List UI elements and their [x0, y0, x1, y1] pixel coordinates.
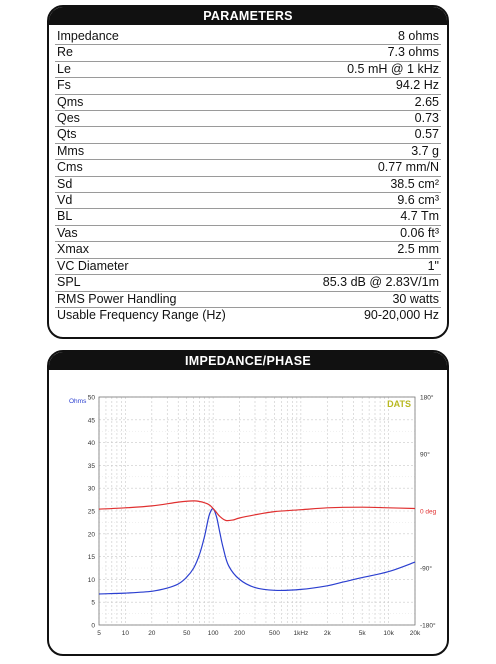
parameter-value: 2.5 mm [282, 241, 441, 259]
y-left-tick-label: 15 [88, 554, 96, 561]
parameter-label: Sd [55, 176, 283, 194]
parameter-label: Qms [55, 94, 283, 112]
parameter-label: RMS Power Handling [55, 291, 283, 308]
parameter-label: Vas [55, 225, 283, 243]
parameter-label: VC Diameter [55, 258, 283, 276]
x-tick-label: 20k [410, 630, 421, 637]
impedance-phase-title: IMPEDANCE/PHASE [49, 352, 447, 370]
parameter-value: 94.2 Hz [282, 77, 441, 95]
parameter-row: Vd 9.6 cm³ [55, 192, 441, 210]
x-tick-label: 1kHz [293, 630, 308, 637]
parameter-value: 90-20,000 Hz [363, 307, 439, 322]
plot-frame [98, 396, 416, 626]
x-tick-label: 100 [208, 630, 219, 637]
parameter-row: Xmax 2.5 mm [55, 241, 441, 259]
parameter-label: Mms [55, 143, 283, 161]
parameter-row: Qms 2.65 [55, 94, 441, 112]
parameter-label: Qts [55, 126, 283, 144]
parameter-row: Re 7.3 ohms [55, 44, 441, 62]
parameter-label: Cms [55, 159, 283, 177]
impedance-phase-panel: IMPEDANCE/PHASE 0 5 10 15 20 25 30 35 40 45 50 Ohms… [47, 350, 449, 656]
parameter-value: 0.77 mm/N [282, 159, 441, 177]
y-left-axis-label: Ohms [69, 398, 87, 405]
x-tick-label: 50 [183, 630, 191, 637]
y-right-tick-label: 90° [420, 451, 430, 459]
parameter-value: 0.5 mH @ 1 kHz [282, 61, 441, 79]
y-left-tick-label: 25 [88, 509, 96, 516]
parameter-value: 0.57 [282, 126, 441, 144]
parameter-label: Fs [55, 77, 283, 95]
y-right-tick-label: -180° [420, 622, 436, 630]
phase-curve [98, 500, 416, 522]
parameter-label: Vd [55, 192, 283, 210]
parameter-value: 85.3 dB @ 2.83V/1m [282, 274, 441, 292]
x-tick-label: 5 [97, 630, 101, 637]
x-tick-label: 200 [234, 630, 245, 637]
parameters-panel: PARAMETERS Impedance 8 ohms Re 7.3 ohms Le 0.… [47, 5, 449, 339]
x-tick-label: 500 [269, 630, 280, 637]
parameter-label: Xmax [55, 241, 283, 259]
parameter-label: Usable Frequency Range (Hz) [57, 307, 226, 322]
parameter-value: 9.6 cm³ [282, 192, 441, 210]
parameter-row: Fs 94.2 Hz [55, 77, 441, 95]
x-tick-label: 10k [383, 630, 394, 637]
parameter-row: Cms 0.77 mm/N [55, 159, 441, 177]
parameter-row: Qes 0.73 [55, 110, 441, 128]
y-right-tick-label: 0 deg [420, 509, 437, 516]
parameter-value: 3.7 g [282, 143, 441, 161]
y-right-tick-label: -90° [420, 565, 432, 573]
y-right-tick-label: 180° [420, 394, 434, 402]
parameter-row: Usable Frequency Range (Hz) 90-20,000 Hz [55, 307, 441, 323]
parameter-value: 2.65 [282, 94, 441, 112]
parameter-value: 0.06 ft³ [282, 225, 441, 243]
x-tick-label: 5k [359, 630, 367, 637]
parameters-title: PARAMETERS [49, 7, 447, 25]
parameter-label: BL [55, 208, 283, 226]
parameter-row: Le 0.5 mH @ 1 kHz [55, 61, 441, 79]
y-left-tick-label: 10 [88, 577, 96, 584]
y-left-tick-label: 45 [88, 417, 96, 424]
parameter-label: Le [55, 61, 283, 79]
y-left-tick-label: 30 [88, 486, 96, 493]
y-left-tick-label: 5 [91, 600, 95, 607]
parameter-row: RMS Power Handling 30 watts [55, 291, 441, 308]
parameter-value: 7.3 ohms [282, 44, 441, 62]
y-left-tick-label: 0 [91, 623, 95, 630]
parameter-value: 8 ohms [282, 29, 441, 46]
parameter-row: Sd 38.5 cm² [55, 176, 441, 194]
x-tick-label: 20 [148, 630, 156, 637]
parameter-value: 0.73 [282, 110, 441, 128]
x-tick-label: 10 [122, 630, 130, 637]
parameter-row: Mms 3.7 g [55, 143, 441, 161]
parameter-label: Qes [55, 110, 283, 128]
x-tick-label: 2k [324, 630, 332, 637]
parameters-table: Impedance 8 ohms Re 7.3 ohms Le 0.5 mH @ 1 kH… [55, 29, 441, 323]
y-left-tick-label: 40 [88, 440, 96, 447]
parameter-row: Impedance 8 ohms [55, 29, 441, 46]
y-left-tick-label: 50 [88, 395, 96, 402]
parameter-value: 1" [282, 258, 441, 276]
parameter-value: 4.7 Tm [282, 208, 441, 226]
impedance-curve [98, 508, 416, 595]
parameter-row: BL 4.7 Tm [55, 208, 441, 226]
parameter-row: Vas 0.06 ft³ [55, 225, 441, 243]
dats-logo: DATS [387, 399, 411, 409]
parameter-label: Impedance [55, 29, 283, 46]
y-left-tick-label: 20 [88, 531, 96, 538]
parameter-row: Qts 0.57 [55, 126, 441, 144]
parameter-label: SPL [55, 274, 283, 292]
y-left-tick-label: 35 [88, 463, 96, 470]
parameter-value: 30 watts [282, 291, 441, 308]
parameter-label: Re [55, 44, 283, 62]
parameter-value: 38.5 cm² [282, 176, 441, 194]
parameter-row: VC Diameter 1" [55, 258, 441, 276]
parameter-row: SPL 85.3 dB @ 2.83V/1m [55, 274, 441, 292]
